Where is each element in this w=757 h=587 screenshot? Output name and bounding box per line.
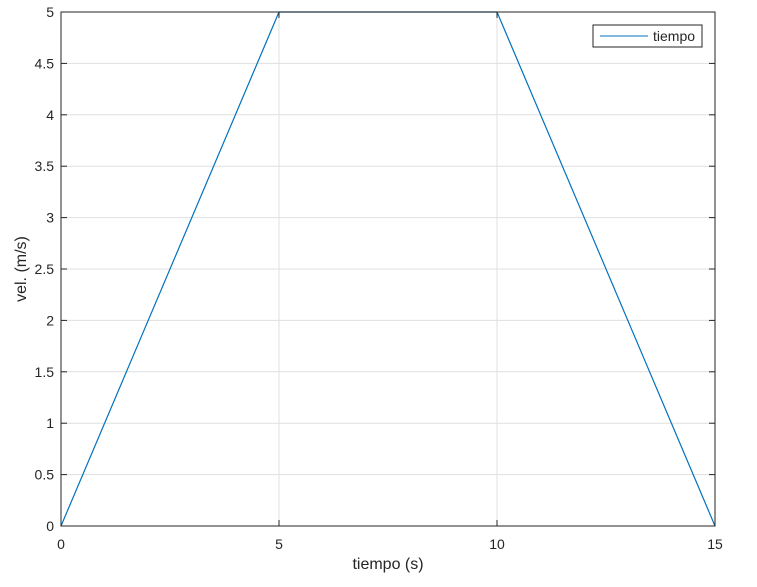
x-tick-labels: 0 5 10 15 [57, 536, 723, 552]
y-tick-label: 4 [46, 107, 54, 123]
y-tick-label: 0 [46, 518, 54, 534]
y-tick-label: 3.5 [35, 158, 55, 174]
y-tick-label: 1 [46, 415, 54, 431]
grid-lines [61, 12, 715, 526]
y-axis-label: vel. (m/s) [13, 236, 30, 302]
y-tick-label: 1.5 [35, 364, 55, 380]
x-tick-label: 0 [57, 536, 65, 552]
axis-ticks [60, 11, 716, 527]
x-tick-label: 15 [707, 536, 723, 552]
legend[interactable]: tiempo [592, 24, 703, 48]
x-axis-label: tiempo (s) [352, 556, 423, 573]
legend-entry-tiempo: tiempo [653, 28, 695, 44]
y-tick-labels: 0 0.5 1 1.5 2 2.5 3 3.5 4 4.5 5 [35, 4, 55, 534]
y-tick-label: 5 [46, 4, 54, 20]
y-tick-label: 2 [46, 312, 54, 328]
y-tick-label: 4.5 [35, 55, 55, 71]
y-tick-label: 3 [46, 210, 54, 226]
x-tick-label: 10 [489, 536, 505, 552]
x-tick-label: 5 [275, 536, 283, 552]
y-tick-label: 2.5 [35, 261, 55, 277]
y-tick-label: 0.5 [35, 467, 55, 483]
